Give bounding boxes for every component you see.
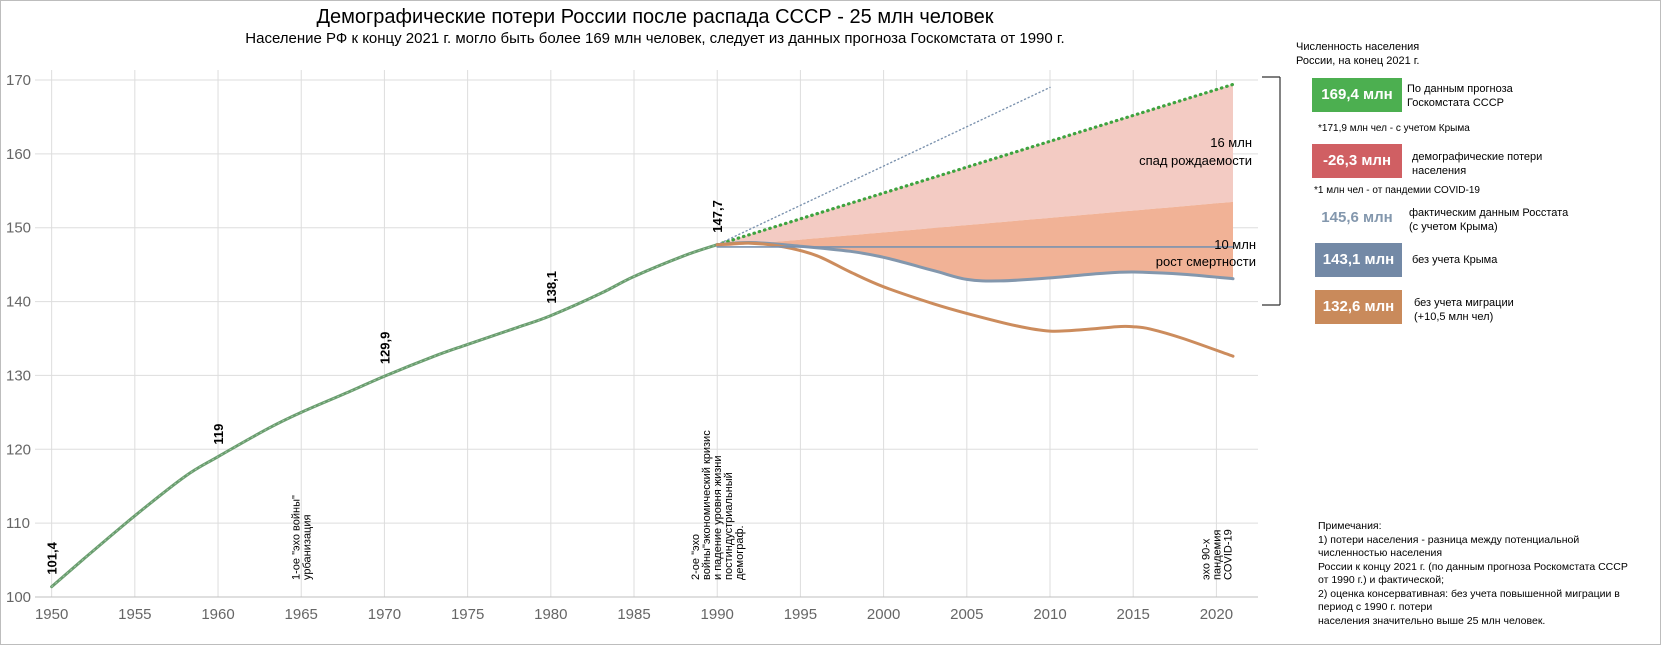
births-loss-text: спад рождаемости xyxy=(1139,153,1252,168)
y-tick-label: 130 xyxy=(6,367,31,384)
data-label: 129,9 xyxy=(377,332,392,365)
notes-line: 2) оценка консервативная: без учета повы… xyxy=(1318,587,1620,600)
trend-line xyxy=(716,86,1051,246)
legend-badge-no-crimea: 143,1 млн xyxy=(1315,243,1402,277)
notes-line: период с 1990 г. потери xyxy=(1318,601,1433,613)
legend-footnote-crimea: *171,9 млн чел - с учетом Крыма xyxy=(1318,123,1470,134)
x-tick-label: 1970 xyxy=(368,606,401,623)
notes-line: России к концу 2021 г. (по данным прогно… xyxy=(1318,560,1628,573)
legend-footnote-covid: *1 млн чел - от пандемии COVID-19 xyxy=(1314,185,1480,196)
data-label: 138,1 xyxy=(544,271,559,304)
legend-badge-losses: -26,3 млн xyxy=(1312,144,1402,178)
legend-text-actual: фактическим данным Росстата (с учетом Кр… xyxy=(1409,207,1569,233)
data-labels: 101,4 119 129,9 138,1 147,7 xyxy=(45,200,726,575)
notes-line: 1) потери населения - разница между поте… xyxy=(1318,533,1580,546)
series-lines xyxy=(50,82,1235,589)
forecast-line xyxy=(715,82,1235,247)
deaths-loss-value: 10 млн xyxy=(1214,237,1256,252)
annotations: 1-ое "эхо войны" урбанизация 2-ое "эхо войн… xyxy=(291,430,1235,580)
x-tick-label: 1965 xyxy=(285,606,318,623)
legend-text-no-migration: без учета миграции (+10,5 млн чел) xyxy=(1414,297,1514,323)
no-migration-line xyxy=(715,241,1235,358)
notes-line: населения значительно выше 25 млн челове… xyxy=(1318,614,1546,627)
grid-lines xyxy=(35,70,1258,598)
y-tick-label: 100 xyxy=(6,589,31,606)
x-tick-label: 1990 xyxy=(701,606,734,623)
x-tick-label: 1955 xyxy=(118,606,151,623)
legend-header: Численность населения России, на конец 2… xyxy=(1296,41,1420,67)
notes-block: Примечания: 1) потери населения - разниц… xyxy=(1318,520,1653,628)
legend-text-losses: демографические потери населения xyxy=(1412,151,1543,177)
y-tick-label: 150 xyxy=(6,220,31,237)
x-tick-label: 1985 xyxy=(617,606,650,623)
data-label: 119 xyxy=(211,424,226,445)
legend-text-forecast: По данным прогноза Госкомстата СССР xyxy=(1407,83,1513,109)
notes-heading: Примечания: xyxy=(1318,520,1382,532)
annotation-line: 2-ое "эхо xyxy=(690,534,702,580)
notes-line: от 1990 г.) и фактической; xyxy=(1318,574,1445,586)
legend-text-no-crimea: без учета Крыма xyxy=(1412,254,1498,266)
y-tick-label: 120 xyxy=(6,441,31,458)
deaths-loss-text: рост смертности xyxy=(1156,254,1256,269)
x-tick-label: 2010 xyxy=(1033,606,1066,623)
x-tick-label: 1980 xyxy=(534,606,567,623)
legend-badge-no-migration: 132,6 млн xyxy=(1315,290,1402,324)
legend-bracket xyxy=(1262,76,1281,306)
x-tick-label: 2005 xyxy=(950,606,983,623)
chart-title: Демографические потери России после расп… xyxy=(316,6,994,28)
annotation-line: урбанизация xyxy=(302,514,314,579)
y-tick-label: 140 xyxy=(6,294,31,311)
annotation-line: 1-ое "эхо войны" xyxy=(291,495,303,580)
data-label: 147,7 xyxy=(710,200,725,233)
births-loss-value: 16 млн xyxy=(1210,135,1252,150)
x-tick-label: 2020 xyxy=(1200,606,1233,623)
x-tick-label: 1950 xyxy=(35,606,68,623)
annotation-line: эхо 90-х xyxy=(1200,538,1212,580)
legend-badge-forecast: 169,4 млн xyxy=(1312,78,1402,112)
x-tick-label: 1995 xyxy=(784,606,817,623)
x-tick-label: 1960 xyxy=(201,606,234,623)
historical-line-overlay xyxy=(51,244,718,588)
area-deaths-increase xyxy=(717,201,1233,281)
y-tick-label: 170 xyxy=(6,72,31,89)
loss-areas xyxy=(717,84,1233,281)
axis-ticks: 1950 1955 1960 1965 1970 1975 1980 1985 1990 1995… xyxy=(6,72,1233,623)
y-tick-label: 160 xyxy=(6,146,31,163)
y-tick-label: 110 xyxy=(6,515,30,532)
legend-value-actual: 145,6 млн xyxy=(1321,209,1393,226)
annotation-line: демограф. xyxy=(734,525,746,580)
annotation-line: постиндустриальный xyxy=(723,472,735,580)
x-tick-label: 1975 xyxy=(451,606,484,623)
x-tick-label: 2015 xyxy=(1117,606,1150,623)
annotation-line: COVID-19 xyxy=(1222,529,1234,580)
annotation-line: войны"экономический кризис xyxy=(701,430,713,580)
notes-line: численностью населения xyxy=(1318,547,1443,559)
annotation-line: пандемия xyxy=(1211,530,1223,580)
data-label: 101,4 xyxy=(45,541,60,574)
annotation-line: и падение уровня жизни xyxy=(712,455,724,580)
x-tick-label: 2000 xyxy=(867,606,900,623)
chart-subtitle: Население РФ к концу 2021 г. могло быть … xyxy=(245,30,1065,47)
